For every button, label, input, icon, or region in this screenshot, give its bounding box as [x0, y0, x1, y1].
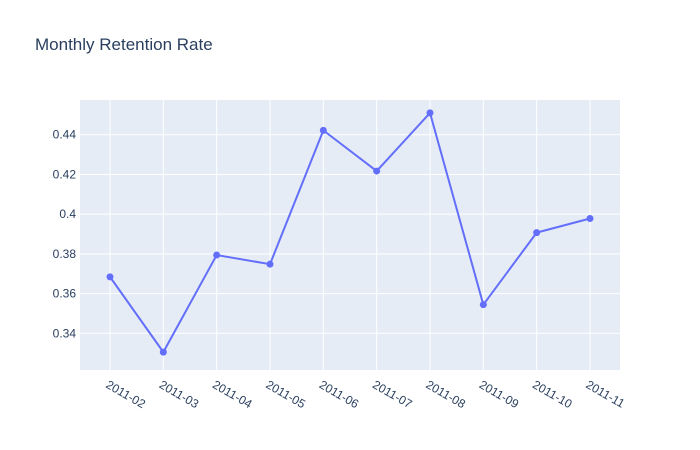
series-layer [106, 109, 594, 356]
data-point[interactable] [426, 109, 434, 117]
chart-title: Monthly Retention Rate [35, 35, 213, 54]
series-line [109, 111, 591, 354]
gridlines [80, 100, 620, 370]
data-point[interactable] [266, 260, 274, 268]
data-point[interactable] [106, 273, 114, 281]
y-tick-label: 0.34 [53, 326, 77, 340]
y-tick-label: 0.36 [53, 287, 77, 301]
data-point[interactable] [479, 301, 487, 309]
y-axis-ticks: 0.34 0.36 0.38 0.4 0.42 0.44 [53, 128, 77, 341]
y-tick-label: 0.38 [53, 247, 77, 261]
y-tick-label: 0.44 [53, 128, 77, 142]
data-point[interactable] [319, 126, 327, 134]
plot-area [80, 100, 620, 370]
data-point[interactable] [159, 348, 167, 356]
data-point[interactable] [213, 251, 221, 259]
data-point[interactable] [373, 167, 381, 175]
y-tick-label: 0.42 [53, 167, 77, 181]
y-tick-label: 0.4 [59, 207, 76, 221]
data-point[interactable] [533, 229, 541, 237]
data-point[interactable] [586, 215, 594, 223]
